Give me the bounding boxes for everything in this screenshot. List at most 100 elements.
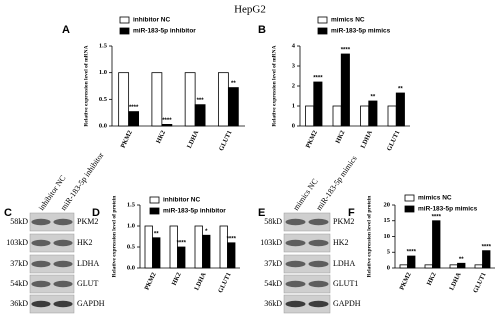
size-label: 54kD: [10, 279, 28, 288]
blot-strip: [29, 294, 75, 314]
bar: [128, 111, 140, 127]
protein-label: GLUT: [77, 279, 98, 288]
bar: [161, 124, 173, 127]
x-tick-label: HK2: [426, 272, 438, 287]
blot-band: [53, 300, 73, 308]
blot-strip: [29, 274, 75, 294]
significance-label: ****: [313, 76, 323, 82]
y-tick-label: 20: [384, 201, 391, 208]
y-tick-label: 10: [384, 233, 391, 240]
y-axis-label: Relative expression level of protein: [111, 196, 117, 278]
legend-label: mimics NC: [418, 195, 452, 202]
size-label: 37kD: [264, 259, 282, 268]
legend-label: miR-183-5p inhibitor: [163, 208, 226, 215]
protein-label: GAPDH: [77, 299, 105, 308]
blot-strip: [283, 294, 331, 314]
y-tick-label: 0.0: [127, 264, 135, 271]
significance-label: ****: [482, 244, 492, 250]
legend-swatch: [149, 196, 160, 204]
lane-label: miR-183-5p inhibitor: [59, 151, 106, 213]
x-tick-label: LDHA: [186, 129, 200, 149]
legend-label: miR-183-5p mimics: [331, 28, 391, 35]
panel-letter: B: [258, 24, 266, 36]
significance-label: **: [371, 95, 376, 101]
blot-strip: [283, 212, 331, 232]
significance-label: *: [205, 229, 208, 235]
panel-letter: A: [62, 24, 70, 36]
y-axis-label: Relative expression level of mRNA: [83, 45, 89, 126]
bar: [305, 105, 315, 127]
blot-band: [31, 260, 51, 268]
significance-label: ***: [197, 98, 205, 104]
bar: [118, 72, 130, 127]
bar: [449, 264, 458, 269]
panel-letter: E: [258, 207, 265, 219]
legend-swatch: [317, 16, 328, 24]
blot-strip: [29, 233, 75, 253]
x-tick-label: PKM2: [305, 130, 319, 150]
y-tick-label: 15: [384, 217, 391, 224]
significance-label: ****: [177, 241, 187, 247]
bar: [482, 250, 491, 269]
bar: [194, 104, 206, 127]
blot-band: [308, 239, 329, 247]
bar: [217, 72, 229, 127]
size-label: 58kD: [10, 217, 28, 226]
legend-swatch: [317, 27, 328, 35]
significance-label: ****: [227, 236, 237, 242]
blot-band: [31, 239, 51, 247]
blot-band: [53, 260, 73, 268]
blot-strip: [283, 274, 331, 294]
y-tick-label: 1.0: [99, 69, 107, 76]
significance-label: **: [154, 231, 159, 237]
protein-label: GLUT1: [333, 279, 358, 288]
bar: [360, 105, 370, 127]
y-tick-label: 1.5: [127, 201, 136, 208]
bar: [202, 234, 211, 269]
panel-letter: F: [348, 207, 355, 219]
legend-label: miR-183-5p mimics: [418, 206, 478, 213]
protein-label: HK2: [77, 238, 93, 247]
blot-band: [285, 300, 306, 308]
figure-title: HepG2: [234, 4, 266, 16]
legend-swatch: [119, 27, 130, 35]
bar: [474, 264, 483, 269]
bar: [424, 264, 433, 269]
x-tick-label: GLUT1: [218, 130, 234, 153]
lane-label: miR-183-5p mimics: [314, 154, 358, 212]
bar: [184, 72, 196, 127]
bar: [457, 262, 466, 269]
protein-label: LDHA: [333, 259, 355, 268]
bar: [399, 264, 408, 269]
x-tick-label: GLUT1: [386, 130, 402, 153]
blot-band: [308, 218, 329, 226]
significance-label: ****: [129, 105, 139, 111]
bar: [169, 225, 178, 269]
size-label: 36kD: [10, 299, 28, 308]
blot-strip: [283, 254, 331, 274]
bar: [332, 105, 342, 127]
blot-band: [285, 218, 306, 226]
y-tick-label: 2: [292, 82, 295, 89]
bar: [194, 225, 203, 269]
blot-band: [31, 218, 51, 226]
y-axis-label: Relative expression level of protein: [366, 196, 372, 278]
protein-label: LDHA: [77, 259, 99, 268]
protein-label: PKM2: [333, 217, 354, 226]
blot-band: [31, 280, 51, 288]
panel-letter: D: [92, 207, 100, 219]
blot-band: [285, 260, 306, 268]
significance-label: ****: [162, 118, 172, 124]
bar: [219, 225, 228, 269]
x-tick-label: GLUT1: [472, 272, 488, 295]
panel-letter: C: [4, 207, 12, 219]
size-label: 54kD: [264, 279, 282, 288]
blot-band: [53, 218, 73, 226]
x-tick-label: PKM2: [120, 130, 134, 150]
x-tick-label: LDHA: [448, 271, 462, 291]
protein-label: PKM2: [77, 217, 98, 226]
x-tick-label: HK2: [334, 130, 346, 145]
legend-label: inhibitor NC: [133, 17, 170, 24]
bar: [432, 220, 441, 269]
